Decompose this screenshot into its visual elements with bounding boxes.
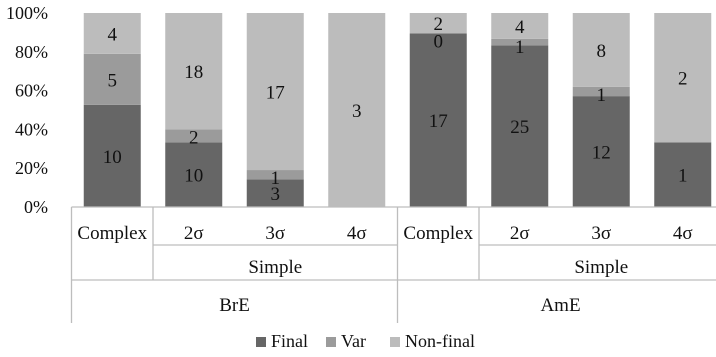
bar-segment-non-final [491,13,549,39]
category-label: 3σ [265,223,285,244]
group-label: AmE [540,295,580,316]
legend-label-final: Final [271,331,308,351]
bar-segment-non-final [165,13,223,130]
bar-segment-var [246,170,304,180]
bar-segment-var [165,129,223,143]
data-label-var: 1 [597,85,607,106]
data-label-final: 25 [510,117,529,138]
data-label-final: 17 [429,111,448,132]
y-tick-label: 80% [15,42,48,62]
data-label-non-final: 4 [515,17,525,38]
y-tick-label: 60% [15,81,48,101]
bar-segments [83,13,712,208]
data-label-non-final: 2 [678,69,688,90]
category-label: 2σ [184,223,204,244]
data-label-non-final: 18 [184,62,203,83]
y-tick-label: 100% [6,3,48,23]
data-label-final: 12 [592,143,611,164]
category-label: 2σ [510,223,530,244]
data-label-var: 2 [189,127,199,148]
data-label-non-final: 8 [597,41,607,62]
data-label-final: 10 [184,166,203,187]
bar-segment-final [246,179,304,207]
category-label: 4σ [347,223,367,244]
bar-segment-final [572,96,630,207]
category-axis-lines [70,206,716,323]
legend: Final Var Non-final [256,331,475,351]
bar-segment-non-final [409,13,467,34]
bar-segment-final [83,104,141,207]
data-label-non-final: 2 [434,14,444,35]
y-tick-label: 40% [15,119,48,139]
data-label-final: 1 [678,166,688,187]
category-label: Complex [77,223,147,244]
category-labels: Complex 2σ 3σ 4σ Complex 2σ 3σ 4σ [77,223,692,244]
bar-segment-non-final [328,13,386,207]
data-label-non-final: 3 [352,101,362,122]
data-label-var: 5 [108,70,118,91]
data-label-final: 3 [271,184,281,205]
bar-segment-var [83,53,141,105]
group-label: BrE [219,295,250,316]
bar-segment-non-final [83,13,141,54]
bar-segment-final [491,45,549,208]
bar-segment-var [491,38,549,46]
bar-segment-var [572,86,630,97]
bar-segment-non-final [572,13,630,87]
data-label-non-final: 17 [266,83,285,104]
variety-labels: Simple Simple [248,257,628,278]
data-label-non-final: 4 [108,24,118,45]
category-label: 3σ [591,223,611,244]
legend-label-var: Var [341,331,366,351]
data-label-var: 0 [434,31,444,52]
bar-segment-final [165,142,223,207]
data-label-final: 10 [103,147,122,168]
data-label-var: 1 [271,168,281,189]
legend-swatch-final [256,337,266,347]
data-label-var: 1 [515,37,525,58]
legend-swatch-var [326,337,336,347]
category-label: Complex [403,223,473,244]
legend-label-non-final: Non-final [405,331,475,351]
bar-segment-non-final [246,13,304,171]
category-label: 4σ [673,223,693,244]
y-tick-label: 20% [15,158,48,178]
bar-segment-final [409,33,467,207]
y-tick-label: 0% [24,197,48,217]
group-labels: BrE AmE [219,295,580,316]
y-axis-tick-labels: 0% 20% 40% 60% 80% 100% [6,3,48,217]
variety-label: Simple [248,257,302,278]
bar-segment-final [654,142,712,207]
legend-swatch-non-final [390,337,400,347]
bar-segment-non-final [654,13,712,143]
variety-label: Simple [574,257,628,278]
